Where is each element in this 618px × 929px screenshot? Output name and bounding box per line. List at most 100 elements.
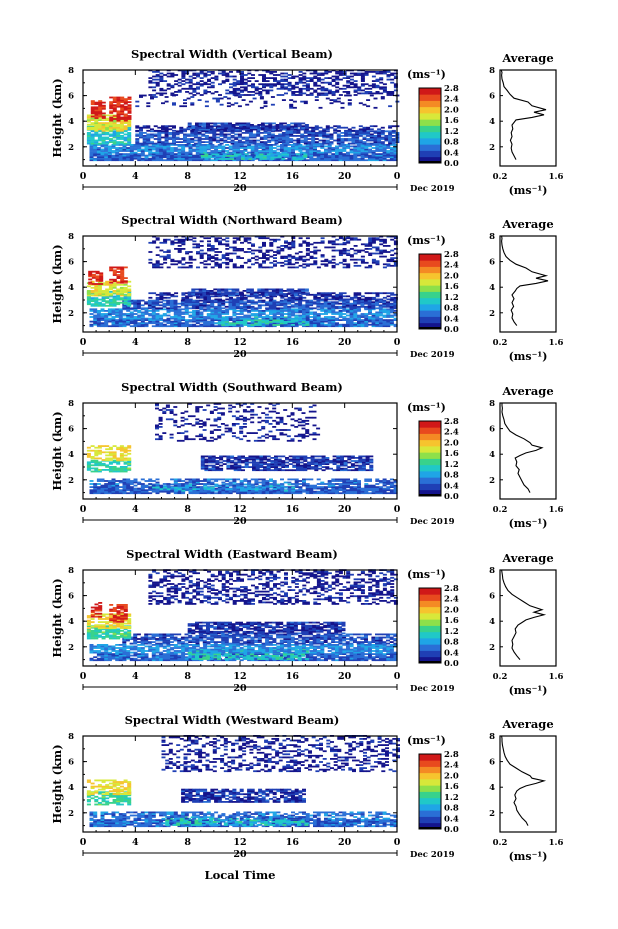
heatmap-cell	[305, 310, 310, 312]
colorbar-zero-band	[419, 161, 441, 163]
heatmap-cell	[159, 92, 164, 95]
heatmap-cell	[389, 159, 394, 162]
heatmap-cell	[120, 268, 125, 270]
heatmap-cell	[290, 290, 295, 292]
heatmap-cell	[208, 156, 213, 159]
heatmap-cell	[353, 94, 358, 96]
heatmap-cell	[166, 296, 171, 299]
heatmap-cell	[137, 147, 142, 149]
heatmap-cell	[174, 235, 179, 238]
heatmap-cell	[254, 86, 259, 89]
heatmap-cell	[275, 124, 280, 126]
heatmap-cell	[327, 147, 332, 149]
heatmap-cell	[112, 280, 117, 283]
heatmap-cell	[173, 316, 178, 318]
heatmap-cell	[294, 91, 299, 93]
heatmap-cell	[120, 112, 125, 114]
heatmap-cell	[302, 296, 307, 299]
heatmap-cell	[111, 311, 116, 314]
heatmap-cell	[320, 322, 325, 325]
heatmap-cell	[140, 313, 145, 315]
heatmap-cell	[353, 295, 358, 298]
heatmap-cell	[104, 148, 109, 151]
heatmap-cell	[291, 308, 295, 311]
heatmap-cell	[155, 84, 160, 87]
heatmap-cell	[112, 104, 117, 107]
heatmap-cell	[353, 89, 358, 92]
heatmap-cell	[127, 125, 132, 128]
heatmap-cell	[284, 260, 288, 263]
heatmap-cell	[265, 89, 270, 92]
heatmap-cell	[239, 147, 244, 149]
heatmap-cell	[324, 72, 329, 75]
heatmap-cell	[188, 154, 193, 157]
heatmap-cell	[276, 81, 281, 84]
heatmap-cell	[236, 151, 241, 154]
heatmap-cell	[166, 87, 171, 90]
heatmap-cell	[129, 156, 134, 159]
heatmap-cell	[279, 299, 284, 302]
heatmap-cell	[207, 248, 211, 250]
heatmap-cell	[140, 320, 145, 323]
heatmap-cell	[313, 261, 318, 264]
heatmap-cell	[155, 254, 160, 256]
heatmap-cell	[126, 323, 131, 326]
heatmap-cell	[331, 243, 336, 246]
heatmap-cell	[86, 295, 91, 298]
heatmap-cell	[313, 298, 318, 301]
heatmap-cell	[192, 319, 197, 321]
heatmap-cell	[263, 102, 268, 105]
heatmap-cell	[368, 151, 372, 154]
average-title: Average	[501, 51, 553, 65]
heatmap-cell	[210, 72, 215, 75]
heatmap-cell	[225, 316, 230, 318]
heatmap-cell	[375, 159, 380, 162]
heatmap-cell	[273, 240, 277, 243]
heatmap-cell	[247, 311, 252, 314]
heatmap-cell	[234, 142, 239, 145]
heatmap-cell	[232, 298, 237, 301]
heatmap-cell	[283, 313, 288, 315]
heatmap-cell	[297, 288, 302, 291]
heatmap-cell	[196, 243, 200, 246]
heatmap-cell	[115, 316, 120, 318]
heatmap-cell	[349, 314, 354, 317]
heatmap-cell	[296, 153, 300, 156]
heatmap-cell	[219, 103, 224, 106]
heatmap-cell	[208, 136, 213, 139]
heatmap-cell	[152, 71, 157, 73]
heatmap-cell	[305, 307, 310, 310]
heatmap-cell	[303, 156, 308, 159]
heatmap-cell	[127, 118, 132, 120]
heatmap-cell	[298, 310, 303, 312]
heatmap-cell	[373, 141, 378, 143]
heatmap-cell	[342, 319, 347, 321]
heatmap-cell	[236, 71, 241, 73]
heatmap-cell	[305, 144, 310, 146]
heatmap-cell	[90, 109, 95, 112]
heatmap-cell	[90, 111, 95, 113]
heatmap-cell	[252, 133, 257, 136]
heatmap-cell	[287, 319, 292, 321]
heatmap-cell	[301, 128, 306, 131]
heatmap-cell	[108, 133, 113, 136]
heatmap-cell	[344, 135, 349, 137]
heatmap-cell	[207, 258, 211, 261]
heatmap-cell	[368, 308, 372, 311]
heatmap-cell	[335, 86, 340, 89]
heatmap-cell	[371, 292, 376, 295]
heatmap-cell	[217, 302, 222, 305]
heatmap-cell	[368, 319, 372, 321]
heatmap-cell	[190, 133, 195, 136]
heatmap-cell	[118, 310, 123, 312]
heatmap-cell	[169, 304, 174, 307]
heatmap-cell	[386, 320, 391, 323]
heatmap-cell	[366, 128, 371, 131]
heatmap-cell	[175, 136, 180, 139]
heatmap-cell	[287, 305, 292, 308]
heatmap-cell	[185, 87, 190, 90]
heatmap-cell	[136, 305, 141, 308]
heatmap-cell	[314, 128, 319, 131]
heatmap-cell	[137, 156, 142, 159]
heatmap-cell	[163, 241, 168, 244]
